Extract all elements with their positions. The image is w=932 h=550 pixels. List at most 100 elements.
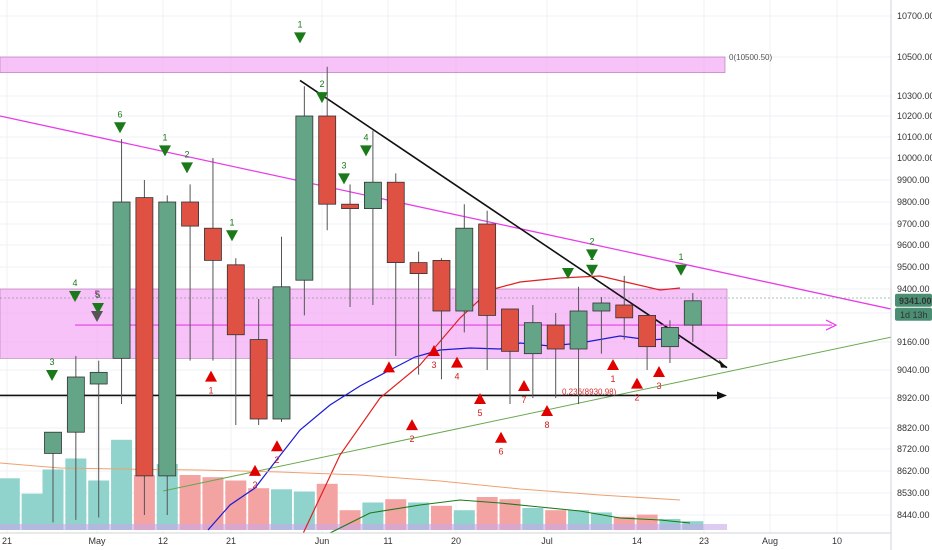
candle-body bbox=[89, 371, 108, 385]
up-arrow-marker bbox=[653, 366, 665, 377]
resistance-zone bbox=[0, 56, 726, 73]
candle-body bbox=[478, 223, 497, 316]
candle-body bbox=[112, 201, 131, 359]
price-tags: 9341.00 1d 13h bbox=[895, 293, 932, 321]
volume-bar bbox=[248, 488, 270, 530]
marker-label: 6 bbox=[498, 447, 503, 457]
candle-body bbox=[272, 286, 291, 420]
candle-body bbox=[135, 197, 154, 477]
down-arrow-marker bbox=[92, 303, 104, 314]
candle-body bbox=[318, 115, 337, 205]
marker-label: 3 bbox=[49, 357, 54, 367]
marker-label: 2 bbox=[634, 393, 639, 403]
candle-body bbox=[546, 324, 565, 350]
price-tick-label: 8720.00 bbox=[897, 444, 930, 454]
marker-label: 1 bbox=[297, 19, 302, 29]
volume-bar bbox=[21, 493, 43, 530]
volume-bar bbox=[111, 439, 133, 530]
time-tick-label: 14 bbox=[632, 536, 642, 546]
price-tick-label: 8620.00 bbox=[897, 466, 930, 476]
up-arrow-marker bbox=[406, 419, 418, 431]
price-tick-label: 9700.00 bbox=[897, 219, 930, 229]
candle-body bbox=[363, 181, 382, 209]
down-arrow-marker bbox=[338, 173, 350, 185]
marker-label: 5 bbox=[95, 290, 100, 300]
fib-arrow bbox=[717, 391, 727, 400]
volume-bar bbox=[362, 502, 384, 530]
candle-body bbox=[386, 181, 405, 263]
up-arrow-marker bbox=[495, 431, 507, 443]
candle-body bbox=[432, 259, 451, 312]
time-tick-label: 23 bbox=[699, 536, 709, 546]
up-arrow-marker bbox=[271, 440, 283, 452]
down-arrow-marker bbox=[586, 249, 598, 261]
price-tick-label: 10700.00 bbox=[897, 11, 932, 21]
time-axis-panel[interactable] bbox=[0, 533, 932, 550]
down-arrow-marker bbox=[69, 291, 81, 302]
volume-ma-green bbox=[329, 499, 691, 534]
candle-body bbox=[341, 203, 359, 209]
up-arrow-marker bbox=[428, 345, 440, 356]
marker-label: 2 bbox=[409, 434, 414, 444]
time-tick-label: 11 bbox=[383, 536, 392, 546]
price-tick-label: 10300.00 bbox=[897, 91, 932, 101]
marker-label: 1 bbox=[229, 217, 234, 227]
candle-body bbox=[683, 300, 702, 326]
price-tick-label: 10500.00 bbox=[897, 52, 932, 62]
up-arrow-marker bbox=[631, 377, 643, 389]
countdown-label: 1d 13h bbox=[900, 310, 928, 320]
time-tick-label: Jun bbox=[315, 536, 330, 546]
volume-bar bbox=[499, 499, 521, 530]
up-arrow-marker bbox=[205, 370, 217, 382]
candle-body bbox=[158, 201, 177, 477]
price-tick-label: 9040.00 bbox=[897, 365, 930, 375]
time-axis[interactable]: 21 May 12 21 Jun 11 20 Jul 14 23 Aug 10 bbox=[2, 536, 842, 546]
marker-label: 4 bbox=[72, 278, 77, 288]
down-arrow-marker bbox=[114, 122, 126, 134]
candle-body bbox=[181, 201, 200, 227]
resistance-trendline bbox=[0, 115, 892, 310]
down-arrow-marker bbox=[181, 162, 193, 174]
zone-label: 0(10500.50) bbox=[729, 53, 772, 62]
up-arrow-marker bbox=[607, 359, 619, 370]
marker-label: 1 bbox=[610, 374, 615, 384]
up-arrow-marker bbox=[249, 464, 261, 476]
marker-label: 8 bbox=[544, 420, 549, 430]
trendline-arrow bbox=[719, 359, 727, 368]
price-tick-label: 9600.00 bbox=[897, 240, 930, 250]
price-tick-label: 8920.00 bbox=[897, 393, 930, 403]
countdown-tag bbox=[895, 307, 932, 321]
volume-bar bbox=[476, 497, 498, 530]
price-tick-label: 9800.00 bbox=[897, 197, 930, 207]
up-arrow-marker bbox=[541, 405, 553, 416]
price-tick-label: 10200.00 bbox=[897, 111, 932, 121]
price-axis-panel[interactable] bbox=[891, 0, 932, 533]
marker-label: 5 bbox=[477, 408, 482, 418]
down-arrow-marker bbox=[360, 145, 372, 157]
marker-label: 1 bbox=[678, 252, 683, 262]
marker-label: 3 bbox=[341, 160, 346, 170]
candle-body bbox=[638, 315, 656, 348]
time-tick-label: 21 bbox=[2, 536, 12, 546]
candle-body bbox=[226, 264, 245, 336]
moving-average-red bbox=[299, 275, 681, 541]
candle-body bbox=[249, 339, 268, 420]
volume-band bbox=[0, 524, 727, 530]
volume-bar bbox=[316, 483, 338, 530]
marker-label: 2 bbox=[252, 480, 257, 490]
volume-bar bbox=[0, 478, 20, 530]
marker-label: 2 bbox=[274, 455, 279, 465]
volume-bar bbox=[385, 499, 407, 530]
up-arrow-marker bbox=[474, 393, 486, 404]
price-tick-label: 8530.00 bbox=[897, 488, 930, 498]
candle-body bbox=[44, 431, 62, 454]
time-tick-label: Aug bbox=[762, 536, 778, 546]
price-tick-label: 9900.00 bbox=[897, 175, 930, 185]
up-arrow-marker bbox=[383, 361, 395, 373]
volume-ma-orange bbox=[0, 462, 681, 501]
candle-body bbox=[204, 227, 222, 261]
marker-label: 3 bbox=[431, 360, 436, 370]
price-tick-label: 9500.00 bbox=[897, 262, 930, 272]
marker-label: 6 bbox=[117, 109, 122, 119]
